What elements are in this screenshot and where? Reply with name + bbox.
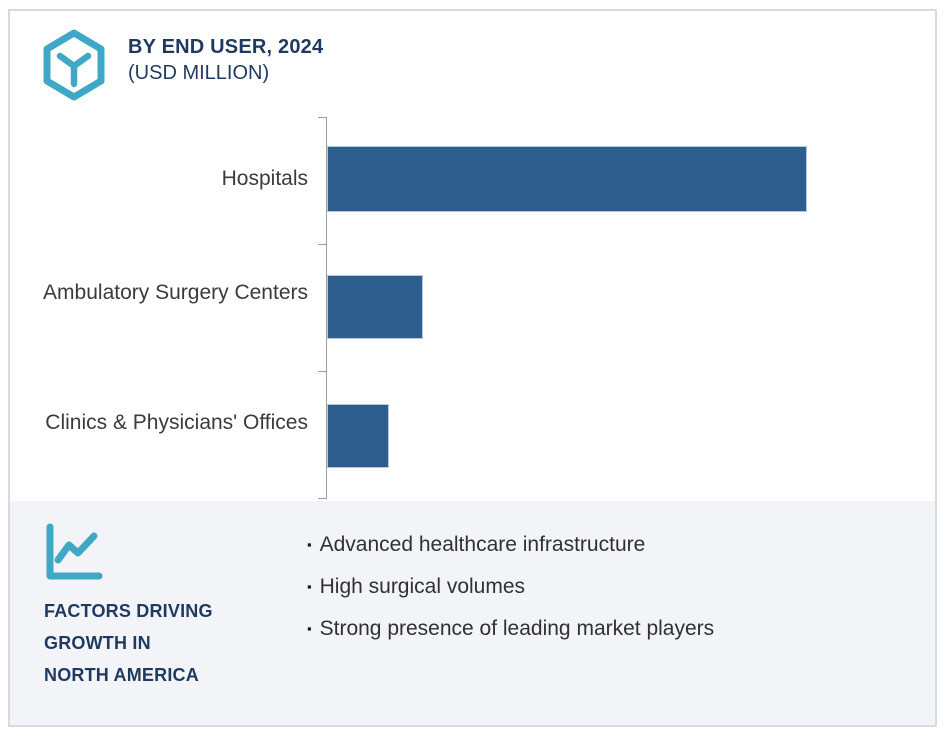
chart-subtitle: (USD MILLION) xyxy=(128,62,270,84)
chart-title: BY END USER, 2024 xyxy=(128,36,324,58)
axis-tick xyxy=(318,498,327,499)
axis-tick xyxy=(318,371,327,372)
factors-heading-line: NORTH AMERICA xyxy=(44,665,199,685)
list-item: ▪ High surgical volumes xyxy=(307,573,714,600)
line-chart-icon xyxy=(46,523,103,580)
bullet-text: High surgical volumes xyxy=(319,574,526,598)
square-bullet-icon: ▪ xyxy=(307,621,312,636)
category-label-hospitals: Hospitals xyxy=(221,167,308,190)
factors-panel: FACTORS DRIVING GROWTH IN NORTH AMERICA … xyxy=(10,501,935,725)
category-axis-line xyxy=(326,117,327,499)
square-bullet-icon: ▪ xyxy=(307,537,312,552)
axis-tick xyxy=(318,244,327,245)
square-bullet-icon: ▪ xyxy=(307,579,312,594)
bar-hospitals xyxy=(327,146,807,212)
cube-hexagon-icon xyxy=(43,29,105,101)
bar-ambulatory-surgery-centers xyxy=(327,275,423,339)
category-label-clinics-physicians-offices: Clinics & Physicians' Offices xyxy=(45,411,308,434)
bullet-text: Advanced healthcare infrastructure xyxy=(319,532,646,556)
factors-bullet-list: ▪ Advanced healthcare infrastructure ▪ H… xyxy=(307,531,714,657)
bar-clinics-physicians-offices xyxy=(327,404,389,468)
factors-heading-line: GROWTH IN xyxy=(44,633,151,653)
factors-heading: FACTORS DRIVING GROWTH IN NORTH AMERICA xyxy=(44,595,213,691)
list-item: ▪ Advanced healthcare infrastructure xyxy=(307,531,714,558)
chart-header: BY END USER, 2024 (USD MILLION) xyxy=(128,34,323,86)
bullet-text: Strong presence of leading market player… xyxy=(319,616,715,640)
axis-tick xyxy=(318,117,327,118)
factors-heading-line: FACTORS DRIVING xyxy=(44,601,213,621)
category-label-ambulatory-surgery-centers: Ambulatory Surgery Centers xyxy=(43,281,308,304)
list-item: ▪ Strong presence of leading market play… xyxy=(307,615,714,642)
